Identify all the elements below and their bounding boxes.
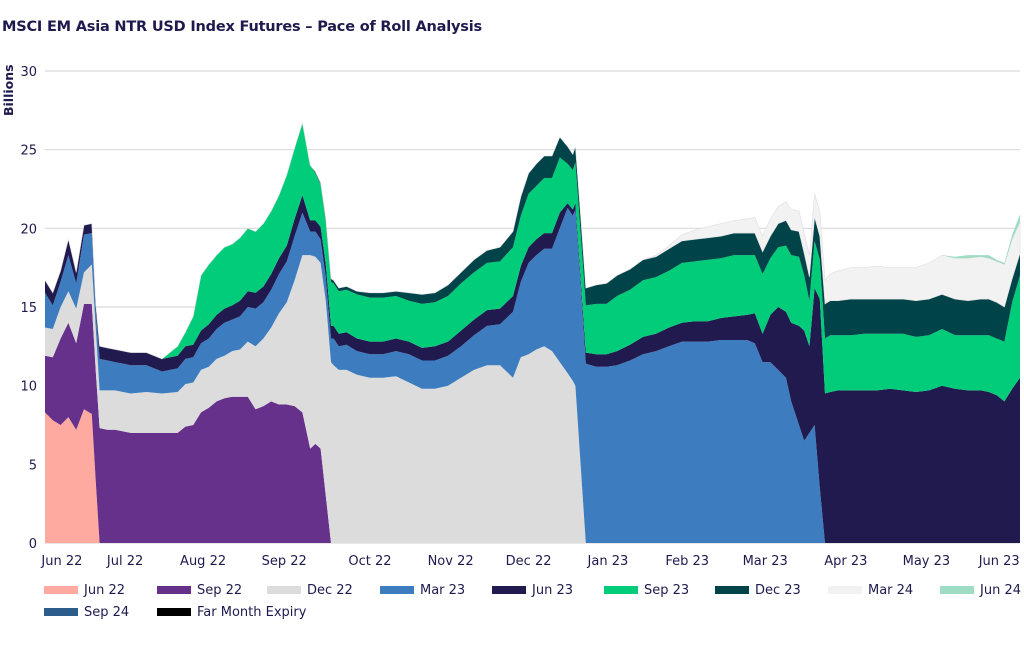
y-tick-label: 20 [20,222,37,237]
legend-swatch [604,586,638,594]
y-tick-label: 0 [29,537,37,552]
legend-label: Dec 23 [755,582,801,598]
y-axis-label: Billions [1,64,16,116]
legend-item-far-month-expiry: Far Month Expiry [157,603,306,621]
legend-label: Jun 23 [532,582,573,598]
legend-item-jun-23: Jun 23 [492,581,573,599]
legend-swatch [940,586,974,594]
legend-label: Jun 24 [980,582,1021,598]
legend-label: Mar 23 [420,582,466,598]
x-tick-label: Mar 23 [743,554,788,569]
x-tick-label: Feb 23 [665,554,709,569]
area-sep-23 [45,122,1020,402]
area-dec-23 [45,122,1020,359]
legend-item-sep-22: Sep 22 [157,581,242,599]
y-tick-label: 15 [20,301,37,316]
legend-label: Sep 22 [197,582,243,598]
x-axis-ticks: Jun 22 Jul 22 Aug 22 Sep 22 Oct 22 Nov 22 Dec … [40,554,1019,569]
x-tick-label: Jun 22 [40,554,82,569]
area-mar-24 [44,122,1021,360]
legend-swatch [492,586,526,594]
y-tick-label: 25 [20,144,37,159]
x-tick-label: Sep 22 [262,554,307,569]
stacked-area-chart: 0 5 10 15 20 25 30 Jun 22 Jul 22 Aug 22 Sep 22 Oct… [1,64,1021,569]
y-axis-ticks: 0 5 10 15 20 25 30 [20,65,37,552]
legend-swatch [157,586,191,594]
chart-title: MSCI EM Asia NTR USD Index Futures – Pac… [2,19,482,35]
x-tick-label: May 23 [903,554,951,569]
legend-label: Sep 24 [84,604,130,620]
legend-item-dec-23: Dec 23 [715,581,801,599]
y-tick-label: 10 [20,380,37,395]
legend-item-sep-23: Sep 23 [604,581,689,599]
legend-label: Far Month Expiry [197,604,307,620]
legend-swatch [267,586,301,594]
x-tick-label: Nov 22 [428,554,474,569]
legend-swatch [44,586,78,594]
x-tick-label: Jul 22 [106,554,143,569]
legend-item-sep-24: Sep 24 [44,603,129,621]
legend-swatch [715,586,749,594]
legend-item-jun-22: Jun 22 [44,581,125,599]
legend-swatch [157,608,191,616]
legend-label: Sep 23 [644,582,690,598]
x-tick-label: Oct 22 [348,554,391,569]
legend-item-dec-22: Dec 22 [267,581,353,599]
x-tick-label: Jun 23 [978,554,1020,569]
x-tick-label: Jan 23 [587,554,629,569]
area-mar-23 [45,207,1020,543]
y-tick-label: 30 [20,65,37,80]
legend-label: Mar 24 [868,582,914,598]
area-dec-22 [45,255,1020,543]
area-jun-23 [45,195,1020,544]
x-tick-label: Aug 22 [180,554,226,569]
legend-label: Dec 22 [307,582,353,598]
legend-swatch [380,586,414,594]
legend-item-mar-24: Mar 24 [828,581,913,599]
legend-swatch [44,608,78,616]
area-sep-22 [45,303,1020,543]
legend-item-mar-23: Mar 23 [380,581,465,599]
series-areas [44,122,1021,544]
y-tick-label: 5 [29,458,37,473]
x-tick-label: Apr 23 [824,554,867,569]
x-tick-label: Dec 22 [506,554,552,569]
legend-swatch [828,586,862,594]
legend-label: Jun 22 [84,582,125,598]
legend-item-jun-24: Jun 24 [940,581,1021,599]
